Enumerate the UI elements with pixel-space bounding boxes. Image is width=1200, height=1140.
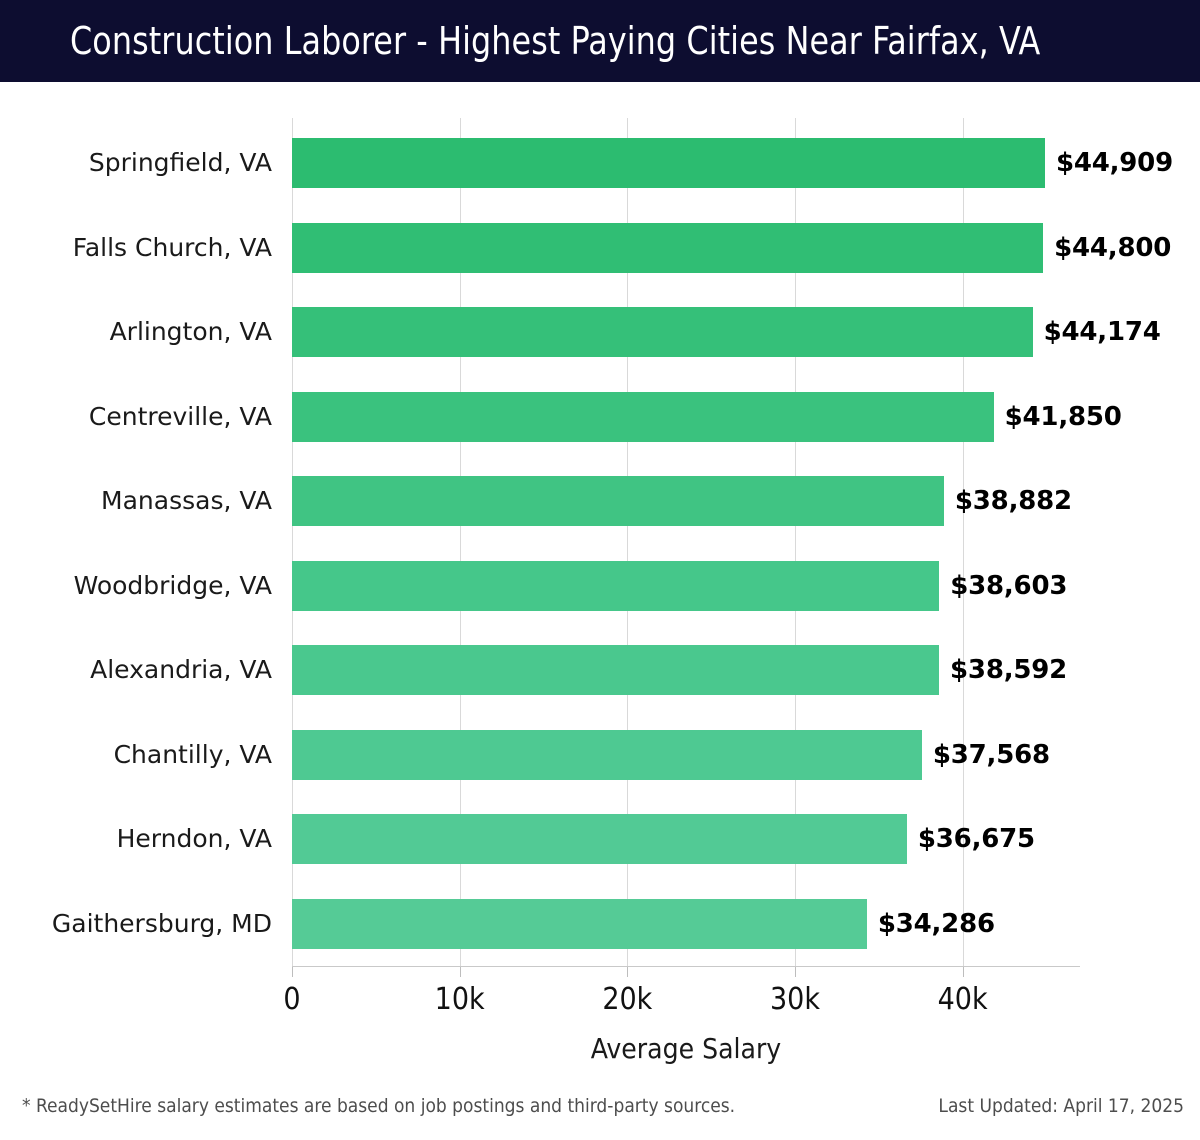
bar[interactable] xyxy=(292,645,940,695)
bar-series: Springfield, VA $44,909 Falls Church, VA $4… xyxy=(0,82,1200,1140)
x-axis-line xyxy=(292,966,1080,967)
bar-value-label: $44,174 xyxy=(1043,317,1161,347)
bar[interactable] xyxy=(292,391,994,442)
bar[interactable] xyxy=(292,476,944,526)
title-bar: Construction Laborer - Highest Paying Ci… xyxy=(0,0,1200,82)
bar-row: Arlington, VA $44,174 xyxy=(0,307,1200,357)
category-label: Springfield, VA xyxy=(88,148,272,177)
x-tick-label: 40k xyxy=(937,982,988,1017)
category-label: Woodbridge, VA xyxy=(73,570,272,600)
bar-row: Chantilly, VA $37,568 xyxy=(0,729,1200,780)
category-label: Alexandria, VA xyxy=(90,655,272,684)
bar[interactable] xyxy=(292,138,1045,188)
x-axis-label: Average Salary xyxy=(590,1032,782,1065)
category-label: Falls Church, VA xyxy=(72,232,272,262)
category-label: Herndon, VA xyxy=(116,824,272,853)
bar-value-label: $44,800 xyxy=(1054,232,1172,263)
bar-row: Manassas, VA $38,882 xyxy=(0,476,1200,526)
footer: * ReadySetHire salary estimates are base… xyxy=(0,1095,1200,1125)
bar-value-label: $34,286 xyxy=(877,908,995,939)
footer-disclaimer: * ReadySetHire salary estimates are base… xyxy=(22,1095,736,1117)
bar-row: Centreville, VA $41,850 xyxy=(0,391,1200,442)
bar[interactable] xyxy=(292,307,1033,357)
x-tick-label: 20k xyxy=(602,982,653,1017)
bar-value-label: $41,850 xyxy=(1004,401,1122,432)
bar-value-label: $36,675 xyxy=(917,824,1035,854)
bar-row: Springfield, VA $44,909 xyxy=(0,138,1200,188)
category-label: Chantilly, VA xyxy=(113,739,272,769)
chart-plot-area: Springfield, VA $44,909 Falls Church, VA $4… xyxy=(0,82,1200,1140)
footer-last-updated: Last Updated: April 17, 2025 xyxy=(938,1095,1184,1117)
x-tick-label: 10k xyxy=(434,982,485,1017)
category-label: Arlington, VA xyxy=(109,317,272,346)
category-label: Centreville, VA xyxy=(88,401,272,431)
bar-value-label: $38,592 xyxy=(950,655,1068,685)
category-label: Gaithersburg, MD xyxy=(51,908,272,938)
bar-row: Gaithersburg, MD $34,286 xyxy=(0,898,1200,949)
category-label: Manassas, VA xyxy=(101,486,272,515)
bar-value-label: $37,568 xyxy=(932,739,1050,770)
bar-value-label: $44,909 xyxy=(1055,148,1173,178)
bar[interactable] xyxy=(292,560,940,611)
page-title: Construction Laborer - Highest Paying Ci… xyxy=(70,19,1041,63)
bar[interactable] xyxy=(292,814,907,864)
bar-value-label: $38,882 xyxy=(954,486,1072,516)
bar-value-label: $38,603 xyxy=(950,570,1068,601)
bar-row: Falls Church, VA $44,800 xyxy=(0,222,1200,273)
x-tick-label: 0 xyxy=(283,982,301,1017)
bar[interactable] xyxy=(292,898,867,949)
x-tick-label: 30k xyxy=(769,982,820,1017)
bar-row: Woodbridge, VA $38,603 xyxy=(0,560,1200,611)
bar-row: Alexandria, VA $38,592 xyxy=(0,645,1200,695)
bar-row: Herndon, VA $36,675 xyxy=(0,814,1200,864)
bar[interactable] xyxy=(292,729,922,780)
bar[interactable] xyxy=(292,222,1044,273)
